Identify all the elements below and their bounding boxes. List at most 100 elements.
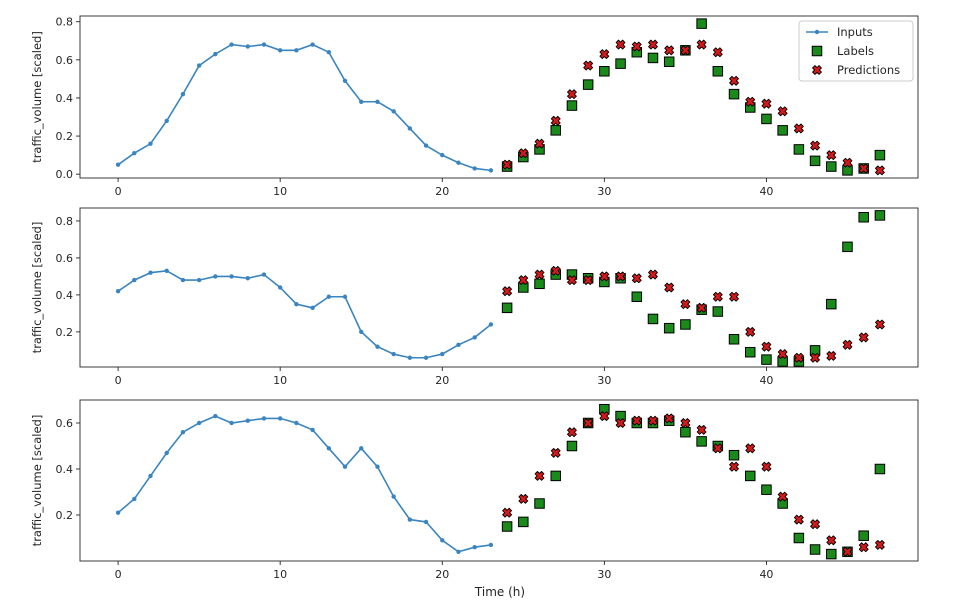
labels-marker <box>809 155 821 167</box>
inputs-point <box>440 538 445 543</box>
labels-marker <box>582 79 594 90</box>
labels-marker <box>858 211 869 223</box>
inputs-point <box>261 272 267 277</box>
predictions-marker <box>842 339 853 350</box>
inputs-point <box>164 450 169 456</box>
inputs-point <box>115 288 121 294</box>
axes-frame <box>79 207 919 368</box>
labels-marker <box>761 354 772 365</box>
labels-marker <box>599 66 610 77</box>
inputs-point <box>132 151 137 156</box>
predictions-marker <box>696 425 707 435</box>
labels-marker <box>680 426 691 438</box>
inputs-point <box>326 294 332 299</box>
labels-marker <box>534 278 545 290</box>
inputs-point <box>391 109 396 114</box>
inputs-point <box>359 329 364 335</box>
inputs-point <box>277 285 283 290</box>
x-tick-label: 40 <box>759 374 773 387</box>
inputs-point <box>326 50 332 55</box>
y-tick-label: 0.2 <box>56 326 74 339</box>
labels-marker <box>809 345 821 356</box>
inputs-point <box>326 446 332 451</box>
inputs-point <box>277 416 283 421</box>
labels-marker <box>874 463 886 475</box>
inputs-point <box>213 413 218 419</box>
predictions-marker <box>712 291 723 302</box>
inputs-point <box>456 160 461 165</box>
x-tick-label: 10 <box>273 374 287 387</box>
labels-marker <box>761 484 772 495</box>
predictions-marker <box>550 448 561 458</box>
y-axis-label: traffic_volume [scaled] <box>30 415 44 547</box>
predictions-marker <box>858 332 869 343</box>
labels-marker <box>728 334 740 345</box>
inputs-point <box>423 143 429 148</box>
labels-marker <box>696 436 707 447</box>
inputs-point <box>132 496 137 502</box>
inputs-point <box>488 322 494 327</box>
inputs-point <box>310 427 315 433</box>
predictions-marker <box>826 351 837 361</box>
predictions-marker <box>777 106 788 117</box>
x-tick-label: 40 <box>759 185 773 198</box>
predictions-marker <box>793 352 804 363</box>
x-tick-label: 0 <box>115 568 122 581</box>
y-tick-label: 0.6 <box>56 54 74 67</box>
predictions-marker <box>615 418 626 428</box>
y-tick-label: 0.2 <box>56 509 74 522</box>
legend-label-labels: Labels <box>837 44 874 58</box>
predictions-marker <box>583 418 594 428</box>
predictions-marker <box>599 271 610 282</box>
x-tick-label: 0 <box>115 374 122 387</box>
inputs-point <box>115 510 121 515</box>
predictions-marker <box>567 427 577 438</box>
predictions-marker <box>664 282 675 293</box>
predictions-marker <box>648 269 658 280</box>
predictions-marker <box>648 39 658 50</box>
inputs-point <box>342 294 348 299</box>
inputs-point <box>213 51 218 57</box>
inputs-point <box>359 99 364 104</box>
predictions-marker <box>664 45 675 56</box>
inputs-point <box>359 446 364 451</box>
legend-predictions-marker <box>812 65 822 75</box>
labels-marker <box>826 161 837 172</box>
labels-marker <box>631 291 643 302</box>
subplot-2: 0 10 20 30 40 0.2 0.4 0.6 0.8 traffic_volume [sca… <box>30 207 919 387</box>
labels-marker <box>858 530 869 541</box>
predictions-marker <box>518 494 529 504</box>
labels-marker <box>696 18 707 29</box>
predictions-marker <box>875 319 885 330</box>
predictions-marker <box>777 491 788 502</box>
y-tick-label: 0.8 <box>56 215 74 228</box>
inputs-point <box>294 301 299 307</box>
predictions-marker <box>518 275 529 286</box>
predictions-marker <box>712 443 723 454</box>
inputs-point <box>423 519 429 525</box>
series-labels <box>501 403 886 560</box>
inputs-point <box>148 141 153 146</box>
x-tick-label: 20 <box>435 374 449 387</box>
inputs-point <box>115 162 121 167</box>
labels-marker <box>712 66 724 77</box>
inputs-point <box>342 464 348 469</box>
labels-marker <box>518 282 529 293</box>
labels-marker <box>777 125 788 136</box>
predictions-marker <box>810 352 820 363</box>
predictions-marker <box>502 159 513 170</box>
inputs-point <box>423 355 429 360</box>
series-inputs <box>115 268 494 360</box>
predictions-marker <box>583 275 594 286</box>
labels-marker <box>501 521 513 532</box>
series-predictions <box>502 411 885 557</box>
inputs-point <box>407 517 413 522</box>
inputs-point <box>277 48 283 53</box>
predictions-marker <box>729 291 739 302</box>
labels-marker <box>615 58 626 69</box>
legend-labels-marker <box>811 45 823 57</box>
labels-marker <box>744 346 756 358</box>
x-tick-label: 0 <box>115 185 122 198</box>
labels-marker <box>761 113 772 125</box>
